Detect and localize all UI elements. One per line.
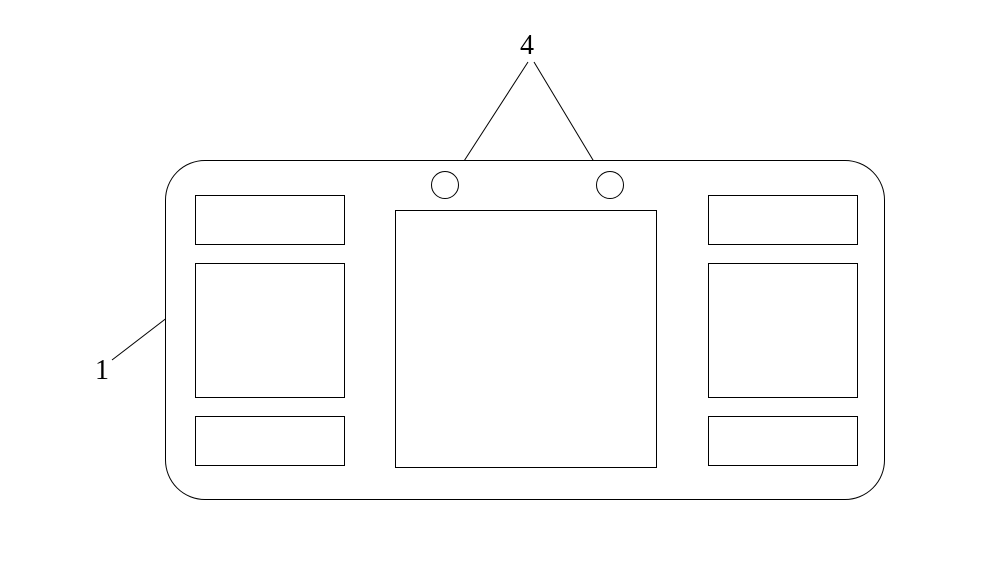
circle-left-hole <box>431 171 459 199</box>
inner-rect-right-bottom <box>708 416 858 466</box>
circle-right-hole <box>596 171 624 199</box>
inner-rect-left-middle <box>195 263 345 398</box>
inner-rect-right-top <box>708 195 858 245</box>
inner-rect-right-middle <box>708 263 858 398</box>
inner-rect-center-screen <box>395 210 657 468</box>
inner-rect-left-bottom <box>195 416 345 466</box>
inner-rect-left-top <box>195 195 345 245</box>
callout-label-4: 4 <box>520 30 534 62</box>
callout-label-1: 1 <box>95 355 109 387</box>
diagram-container: 41 <box>0 0 1000 567</box>
